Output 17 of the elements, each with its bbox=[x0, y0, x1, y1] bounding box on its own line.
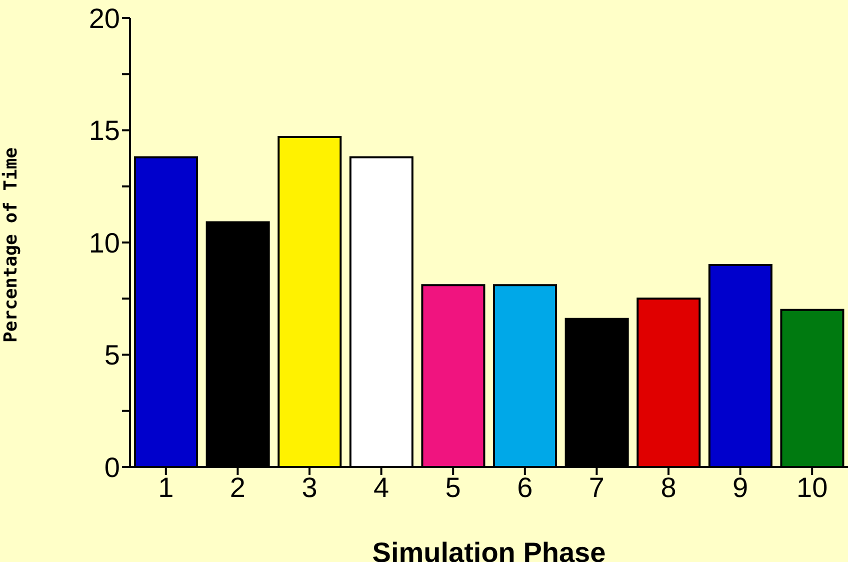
y-axis-title: Percentage of Time bbox=[0, 147, 22, 342]
x-tick-label: 8 bbox=[660, 472, 676, 503]
y-tick-label: 5 bbox=[104, 340, 120, 371]
x-tick-label: 10 bbox=[796, 472, 828, 503]
y-tick-label: 0 bbox=[104, 452, 120, 483]
x-tick-label: 3 bbox=[302, 472, 318, 503]
x-tick-label: 1 bbox=[158, 472, 174, 503]
x-tick-label: 2 bbox=[230, 472, 246, 503]
x-axis-title: Simulation Phase bbox=[372, 537, 606, 562]
x-tick-label: 5 bbox=[445, 472, 461, 503]
x-tick-label: 6 bbox=[517, 472, 533, 503]
y-tick-label: 15 bbox=[88, 115, 120, 146]
x-tick-label: 4 bbox=[374, 472, 390, 503]
y-tick-label: 10 bbox=[88, 227, 120, 258]
y-tick-label: 20 bbox=[88, 2, 120, 34]
x-tick-label: 9 bbox=[732, 472, 748, 503]
x-tick-label: 7 bbox=[588, 472, 604, 503]
